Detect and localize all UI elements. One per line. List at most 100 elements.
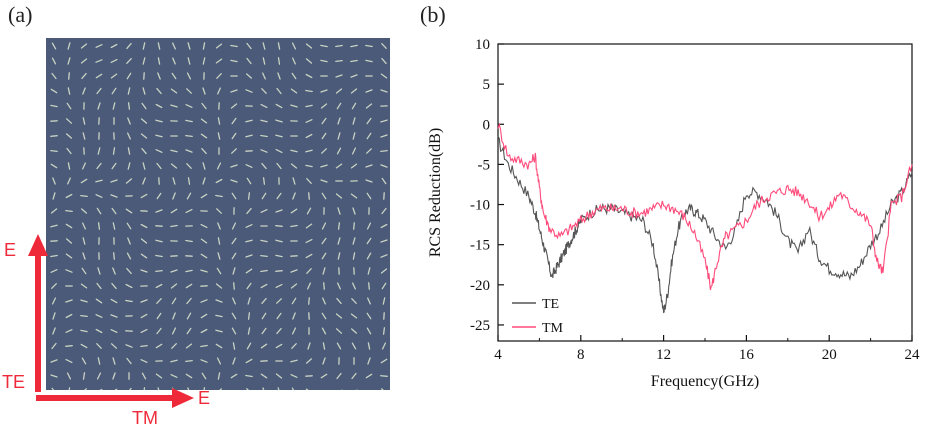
x-tick-label: 8 xyxy=(577,347,585,363)
unit-cell-element xyxy=(335,163,343,169)
unit-cell-element xyxy=(335,88,343,94)
unit-cell-element xyxy=(200,193,208,199)
unit-cell-element xyxy=(215,194,223,198)
unit-cell-element xyxy=(125,344,133,348)
unit-cell-element xyxy=(380,89,388,93)
unit-cell-element xyxy=(215,178,223,184)
unit-cell-element xyxy=(65,223,73,229)
unit-cell-element xyxy=(366,327,372,335)
unit-cell-element xyxy=(230,164,238,168)
unit-cell-element xyxy=(65,253,73,259)
unit-cell-element xyxy=(305,58,313,64)
unit-cell-element xyxy=(381,282,387,290)
unit-cell-element xyxy=(217,237,221,245)
unit-cell-element xyxy=(321,237,327,245)
unit-cell-element xyxy=(292,312,296,320)
unit-cell-element xyxy=(305,119,313,123)
unit-cell-element xyxy=(140,313,148,319)
unit-cell-element xyxy=(366,312,372,320)
unit-cell-element xyxy=(335,193,343,199)
unit-cell-element xyxy=(290,104,298,108)
unit-cell-element xyxy=(276,162,282,170)
unit-cell-element xyxy=(277,57,281,65)
unit-cell-element xyxy=(275,103,283,109)
unit-cell-element xyxy=(230,179,238,183)
unit-cell-element xyxy=(247,297,251,305)
unit-cell-element xyxy=(200,253,208,259)
unit-cell-element xyxy=(231,312,237,320)
unit-cell-element xyxy=(156,192,162,200)
unit-cell-element xyxy=(112,102,116,110)
unit-cell-element xyxy=(140,328,148,334)
unit-cell-element xyxy=(321,148,327,154)
x-tick-label: 24 xyxy=(905,347,921,363)
unit-cell-element xyxy=(380,73,388,79)
unit-cell-element xyxy=(52,192,56,200)
unit-cell-element xyxy=(112,267,116,275)
unit-cell-element xyxy=(127,162,131,170)
unit-cell-element xyxy=(337,132,341,140)
unit-cell-element xyxy=(200,118,208,124)
unit-cell-element xyxy=(305,238,313,244)
unit-cell-element xyxy=(97,267,101,275)
unit-cell-element xyxy=(51,387,55,390)
unit-cell-element xyxy=(380,375,388,377)
unit-cell-element xyxy=(231,252,237,260)
unit-cell-element xyxy=(185,359,193,363)
unit-cell-element xyxy=(185,373,193,379)
unit-cell-element xyxy=(306,268,312,274)
unit-cell-element xyxy=(245,268,253,274)
unit-cell-element xyxy=(322,297,326,305)
unit-cell-element xyxy=(185,269,193,273)
unit-cell-element xyxy=(80,58,88,64)
unit-cell-element xyxy=(305,164,313,168)
unit-cell-element xyxy=(202,42,206,50)
unit-cell-element xyxy=(217,252,221,260)
y-tick-label: -20 xyxy=(470,278,490,294)
unit-cell-element xyxy=(80,194,88,198)
unit-cell-element xyxy=(230,44,238,48)
unit-cell-element xyxy=(170,104,178,108)
unit-cell-element xyxy=(52,327,56,335)
unit-cell-element xyxy=(96,207,102,215)
unit-cell-element xyxy=(275,209,283,213)
unit-cell-element xyxy=(126,58,132,64)
unit-cell-element xyxy=(320,59,328,63)
unit-cell-element xyxy=(140,238,148,244)
unit-cell-element xyxy=(95,314,103,318)
unit-cell-element xyxy=(201,372,207,380)
unit-cell-element xyxy=(82,162,86,170)
unit-cell-element xyxy=(185,119,193,123)
unit-cell-element xyxy=(367,357,371,365)
unit-cell-element xyxy=(172,312,176,320)
unit-cell-element xyxy=(290,208,298,214)
unit-cell-element xyxy=(170,88,178,94)
unit-cell-element xyxy=(260,283,268,289)
unit-cell-element xyxy=(170,374,178,378)
unit-cell-element xyxy=(140,344,148,348)
unit-cell-element xyxy=(170,224,178,228)
unit-cell-element xyxy=(112,147,116,155)
rcs-reduction-chart: 4 8 12 16 20 24 10 5 0 -5 -10 -15 -20 -25 TE TM Freque… xyxy=(427,37,921,390)
unit-cell-element xyxy=(126,357,132,365)
unit-cell-element xyxy=(261,327,267,335)
unit-cell-element xyxy=(381,207,387,215)
unit-cell-element xyxy=(157,387,160,390)
y-tick-label: 0 xyxy=(483,117,491,133)
unit-cell-element xyxy=(230,373,238,379)
y-tick-label: -15 xyxy=(470,238,490,254)
unit-cell-element xyxy=(110,329,118,333)
unit-cell-element xyxy=(156,162,162,170)
unit-cell-element xyxy=(50,88,58,94)
unit-cell-element xyxy=(365,59,373,63)
unit-cell-element xyxy=(277,72,281,80)
unit-cell-element xyxy=(352,132,356,140)
unit-cell-element xyxy=(232,342,236,350)
unit-cell-element xyxy=(351,342,357,350)
unit-cell-element xyxy=(201,147,207,155)
unit-cell-element xyxy=(96,87,102,95)
unit-cell-element xyxy=(80,329,88,333)
unit-cell-element xyxy=(335,59,343,63)
unit-cell-element xyxy=(140,223,148,229)
unit-cell-element xyxy=(187,387,190,390)
